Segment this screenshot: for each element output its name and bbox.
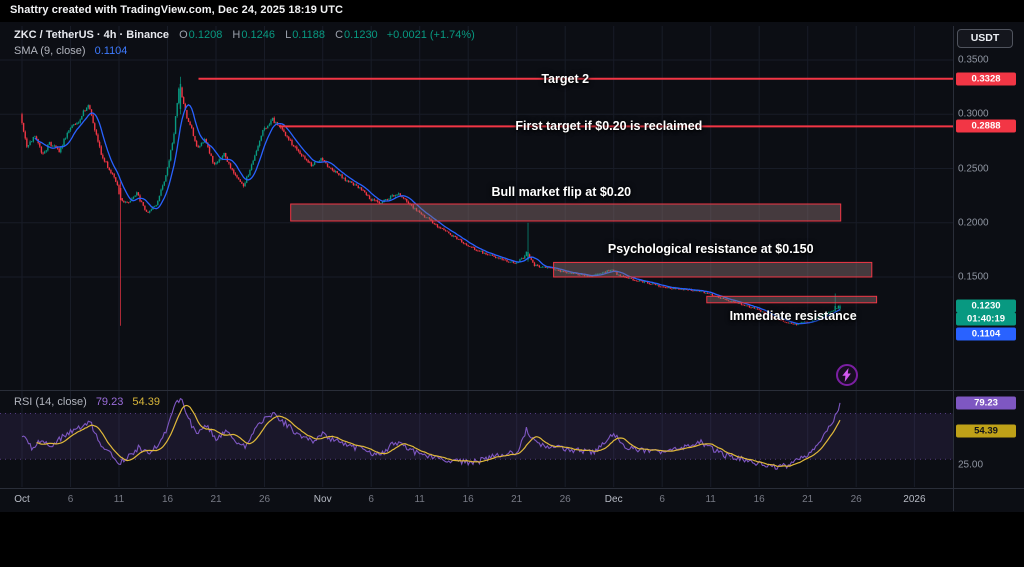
ohlc-open-label: O [179, 29, 188, 41]
zone-immediate-resistance[interactable] [706, 295, 878, 304]
time-axis-label: 6 [368, 494, 374, 505]
price-axis[interactable] [953, 26, 1024, 488]
rsi-legend-label: RSI (14, close) [14, 396, 87, 408]
ohlc-low-label: L [285, 29, 292, 41]
zone-psych-resistance[interactable] [553, 261, 873, 278]
price-axis-tick: 0.3000 [958, 108, 989, 120]
ohlc-low-value: 0.1188 [292, 29, 326, 41]
time-axis-label: 21 [210, 494, 222, 505]
rsi-band [0, 412, 953, 460]
rsi-ma-legend-value: 54.39 [132, 396, 160, 408]
ohlc-high-label: H [232, 29, 241, 41]
time-axis-label: 26 [559, 494, 571, 505]
drawing-label-immediate-resistance[interactable]: Immediate resistance [729, 308, 857, 323]
price-axis-tick: 0.2000 [958, 217, 989, 229]
time-axis-label: 6 [67, 494, 74, 505]
symbol-legend[interactable]: ZKC / TetherUS · 4h · Binance O0.1208 H0… [14, 29, 475, 41]
rsi-line[interactable] [21, 397, 841, 470]
rsi-value-tag: 79.23 [956, 396, 1016, 410]
last-price-tag: 0.1230 [956, 299, 1016, 313]
boost-button[interactable] [836, 364, 858, 386]
time-axis-label: 11 [414, 494, 425, 505]
zone-bull-market-flip[interactable] [290, 203, 842, 222]
grid [0, 26, 953, 487]
time-axis-label: 26 [258, 494, 271, 505]
time-axis-label: 11 [113, 494, 125, 505]
sma-legend-value: 0.1104 [94, 45, 128, 57]
ohlc-close-label: C [335, 29, 344, 41]
time-axis-label: 26 [850, 494, 862, 505]
time-axis-label: 21 [511, 494, 523, 505]
time-axis-label: Oct [14, 494, 30, 505]
rsi-legend-value: 79.23 [95, 396, 124, 408]
drawing-label-psych-resistance[interactable]: Psychological resistance at $0.150 [607, 242, 814, 256]
time-axis-label: 2026 [903, 494, 926, 505]
ohlc-close-value: 0.1230 [344, 29, 378, 41]
countdown-tag: 01:40:19 [956, 312, 1016, 326]
rsi-axis-tick: 25.00 [958, 459, 984, 471]
time-axis-label: 16 [161, 494, 174, 505]
drawing-label-bull-market-flip[interactable]: Bull market flip at $0.20 [491, 184, 632, 199]
time-axis-label: 6 [659, 494, 665, 505]
target2-price-tag: 0.3328 [956, 72, 1016, 86]
first-target-price-tag: 0.2888 [956, 119, 1016, 133]
drawing-label-target-2[interactable]: Target 2 [541, 71, 590, 86]
ohlc-high-value: 0.1246 [241, 29, 275, 41]
attribution-bar: Shattry created with TradingView.com, De… [0, 0, 1024, 22]
rsi-legend[interactable]: RSI (14, close) 79.23 54.39 [14, 396, 160, 408]
drawing-label-first-target[interactable]: First target if $0.20 is reclaimed [515, 119, 703, 134]
sma-price-tag: 0.1104 [956, 327, 1016, 341]
price-axis-tick: 0.3500 [958, 54, 989, 66]
ohlc-change: +0.0021 (+1.74%) [386, 29, 475, 41]
attribution-text: Shattry created with TradingView.com, De… [10, 4, 344, 16]
time-axis-label: 21 [802, 494, 814, 505]
rsi-ma-line[interactable] [36, 404, 841, 467]
ohlc-open-value: 0.1208 [188, 29, 223, 41]
time-axis-label: Dec [604, 494, 623, 505]
price-axis-tick: 0.1500 [958, 271, 989, 283]
time-axis-label: 16 [753, 494, 765, 505]
time-axis-label: Nov [313, 494, 332, 505]
price-axis-tick: 0.2500 [958, 163, 989, 174]
time-axis-label: 16 [462, 494, 474, 505]
symbol-title: ZKC / TetherUS · 4h · Binance [14, 29, 170, 41]
rsi-ma-tag: 54.39 [956, 424, 1016, 438]
sma-legend-label: SMA (9, close) [14, 45, 86, 57]
footer-bar: TradingView [0, 512, 1024, 567]
time-axis-label: 11 [705, 494, 716, 505]
currency-toggle-button[interactable]: USDT [957, 29, 1013, 48]
sma-legend[interactable]: SMA (9, close) 0.1104 [14, 45, 127, 57]
lightning-icon [842, 368, 851, 382]
